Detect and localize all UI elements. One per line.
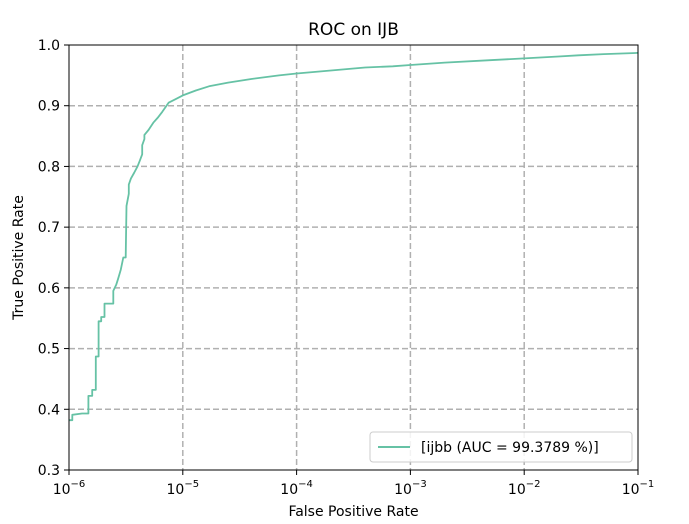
x-tick-label: 10−6 — [53, 479, 86, 498]
x-tick-label: 10−5 — [167, 479, 200, 498]
x-tick-label: 10−1 — [622, 479, 655, 498]
roc-curve-line — [69, 52, 639, 422]
x-axis-label: False Positive Rate — [288, 504, 418, 520]
series-layer — [69, 52, 639, 422]
y-axis-label: True Positive Rate — [11, 195, 27, 321]
tick-layer: 10−6 10−5 10−4 10−3 10−2 10−1 0.3 0.4 0.5 0.6 0.7 0… — [38, 38, 655, 498]
chart-title: ROC on IJB — [308, 20, 399, 40]
y-tick-label: 0.7 — [38, 220, 60, 236]
x-tick-label: 10−2 — [508, 479, 541, 498]
y-tick-label: 0.5 — [38, 342, 60, 358]
legend: [ijbb (AUC = 99.3789 %)] — [369, 431, 633, 463]
y-tick-label: 0.6 — [38, 281, 60, 297]
legend-entry: [ijbb (AUC = 99.3789 %)] — [421, 440, 599, 456]
y-tick-label: 0.3 — [38, 463, 60, 479]
legend-box — [369, 431, 633, 463]
grid-lines — [69, 45, 638, 470]
y-tick-label: 0.9 — [38, 99, 60, 115]
x-tick-label: 10−4 — [280, 479, 313, 498]
x-tick-label: 10−3 — [394, 479, 427, 498]
y-tick-label: 0.4 — [38, 402, 60, 418]
y-tick-label: 1.0 — [38, 38, 60, 54]
plot-frame — [68, 44, 639, 471]
y-tick-label: 0.8 — [38, 159, 60, 175]
